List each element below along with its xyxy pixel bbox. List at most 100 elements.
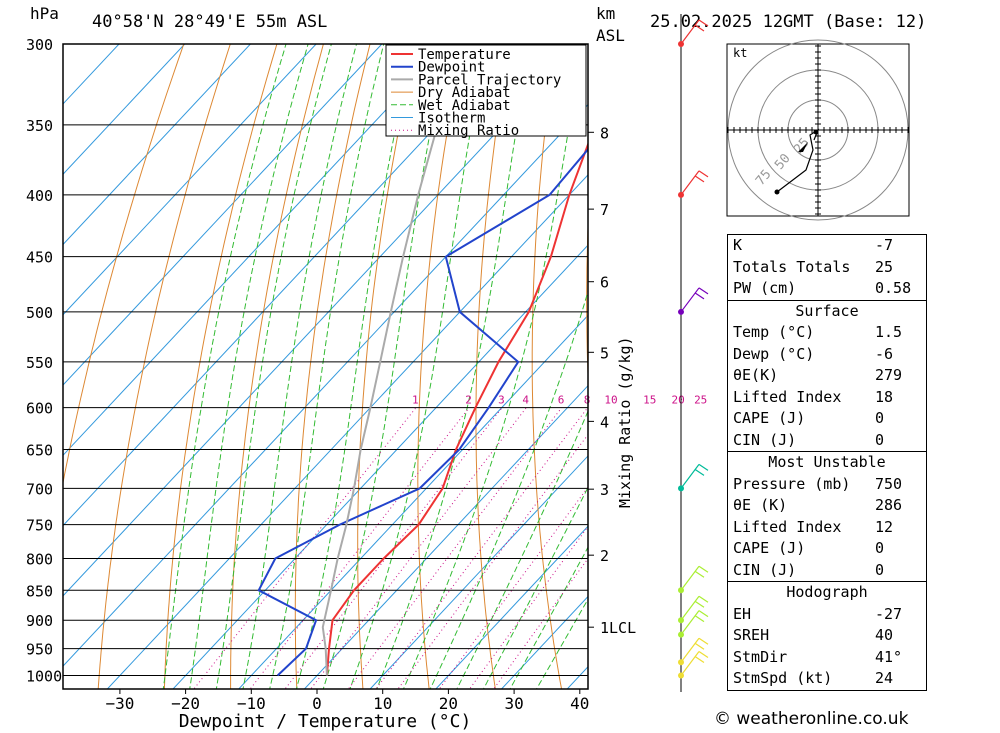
wet-adiabat-line: [456, 409, 588, 689]
hodo-row: SREH 40: [728, 625, 926, 647]
unstable-title: Most Unstable: [728, 451, 926, 474]
wind-barb: [680, 565, 709, 591]
profiles: [257, 44, 588, 677]
mixing-ratio-label: 8: [584, 394, 591, 407]
surface-value: 0: [875, 409, 885, 427]
wind-barb: [680, 463, 709, 489]
km-tick-label: 1LCL: [600, 619, 636, 637]
legend-entry: Dry Adiabat: [418, 85, 511, 101]
wet-adiabat-line: [482, 486, 588, 689]
km-tick-label: 2: [600, 547, 609, 565]
legend-entry: Isotherm: [418, 111, 485, 127]
mixing-ratio-label: 15: [643, 394, 656, 407]
legend-box: [385, 44, 587, 137]
mixing-ratio-line: [375, 407, 588, 689]
x-tick-label: 20: [439, 694, 458, 713]
hodo-label: EH: [733, 604, 752, 623]
surface-row: Dewp (°C) -6: [728, 344, 926, 366]
surface-row: Lifted Index 18: [728, 387, 926, 409]
wet-adiabat-line: [322, 44, 449, 689]
mixing-ratio-label: 6: [558, 394, 565, 407]
surface-value: 279: [875, 366, 903, 384]
pressure-tick-label: 1000: [26, 668, 62, 686]
unstable-label: CAPE (J): [733, 539, 806, 557]
dry-adiabat-line: [63, 44, 185, 486]
pressure-tick-label: 300: [26, 36, 53, 54]
tt-value: 25: [875, 257, 894, 276]
wind-barb: [680, 287, 709, 313]
isotherm-line: [106, 174, 588, 689]
x-tick-label: 0: [312, 694, 322, 713]
dry-adiabat-line: [639, 8, 697, 701]
mixing-ratio-label: 20: [672, 394, 685, 407]
pw-value: 0.58: [875, 279, 912, 297]
dry-adiabat-line: [97, 44, 231, 689]
dry-adiabat-line: [163, 44, 278, 689]
hodo-value: -27: [875, 604, 903, 623]
wind-barb: [680, 595, 709, 621]
wet-adiabat-line: [429, 289, 588, 689]
dry-adiabat-line: [475, 44, 511, 689]
pw-label: PW (cm): [733, 279, 797, 297]
surface-value: 0: [875, 430, 885, 449]
pressure-tick-label: 700: [26, 480, 53, 498]
hodo-row: EH -27: [728, 604, 926, 626]
surface-label: Lifted Index: [733, 387, 842, 406]
mixing-ratio-label: 3: [498, 394, 505, 407]
wet-adiabat-line: [215, 44, 332, 689]
hodo-value: 40: [875, 626, 894, 644]
pressure-tick-label: 800: [26, 550, 53, 568]
wind-barb: [680, 637, 709, 663]
isotherm-line: [303, 384, 588, 689]
wind-profile: [678, 14, 709, 692]
wet-adiabat-line: [376, 44, 532, 689]
unstable-row: Pressure (mb) 750: [728, 474, 926, 496]
km-tick-label: 8: [600, 124, 609, 142]
x-tick-label: −20: [171, 694, 200, 713]
mixing-ratio-label: 25: [694, 394, 707, 407]
series-temperature: [325, 141, 588, 676]
series-dewpoint: [257, 147, 588, 677]
pressure-tick-label: 500: [26, 304, 53, 322]
credit: © weatheronline.co.uk: [714, 709, 909, 729]
mixing-ratio-line: [347, 407, 563, 689]
unstable-label: θE (K): [733, 496, 788, 514]
unstable-row: CIN (J) 0: [728, 560, 926, 582]
wet-adiabat-line: [402, 44, 583, 689]
unstable-value: 0: [875, 560, 885, 579]
k-value: -7: [875, 236, 894, 254]
mixing-ratio-line: [193, 407, 417, 689]
surface-value: 1.5: [875, 323, 903, 341]
hodograph-title: Hodograph: [728, 581, 926, 604]
unstable-label: CIN (J): [733, 560, 797, 579]
unstable-label: Lifted Index: [733, 517, 842, 536]
hodo-row: StmDir 41°: [728, 647, 926, 669]
dry-adiabat-line: [973, 8, 1000, 701]
hodo-row: StmSpd (kt) 24: [728, 668, 926, 690]
km-tick-label: 5: [600, 344, 609, 362]
mixing-ratio-label: 2: [465, 394, 472, 407]
mixing-ratio-line: [438, 486, 588, 689]
wind-barb: [680, 19, 709, 45]
hodograph-end: [813, 129, 819, 135]
storm-motion-arrow: [798, 142, 808, 152]
pressure-tick-label: 400: [26, 187, 53, 205]
pressure-tick-label: 650: [26, 442, 53, 460]
mixing-ratio-line: [249, 407, 470, 689]
indices-table: K -7 Totals Totals 25 PW (cm) 0.58 Surface …: [727, 234, 927, 691]
wet-adiabat-line: [349, 44, 487, 689]
surface-label: Temp (°C): [733, 323, 815, 341]
asl-unit: ASL: [596, 26, 625, 45]
legend-entry: Dewpoint: [418, 60, 485, 76]
surface-label: CIN (J): [733, 430, 797, 449]
plot-frame: [62, 43, 589, 690]
wind-barb: [680, 610, 709, 635]
km-unit: km: [596, 4, 616, 23]
pressure-tick-label: 450: [26, 249, 53, 267]
isotherm-line: [369, 455, 588, 689]
wind-barb: [680, 651, 709, 676]
km-tick-label: 6: [600, 274, 609, 292]
unstable-value: 12: [875, 517, 894, 536]
surface-value: 18: [875, 387, 894, 406]
